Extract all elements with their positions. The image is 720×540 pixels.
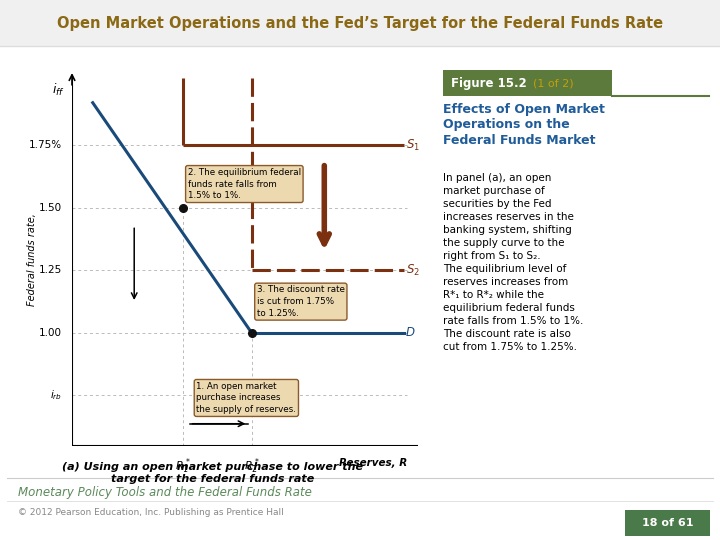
Text: Effects of Open Market
Operations on the
Federal Funds Market: Effects of Open Market Operations on the… <box>443 103 605 146</box>
Text: $S_2$: $S_2$ <box>405 263 419 278</box>
Text: $S_1$: $S_1$ <box>405 138 420 153</box>
Text: In panel (a), an open
market purchase of
securities by the Fed
increases reserve: In panel (a), an open market purchase of… <box>443 173 583 352</box>
Text: $i_{rb}$: $i_{rb}$ <box>50 389 62 402</box>
Text: Monetary Policy Tools and the Federal Funds Rate: Monetary Policy Tools and the Federal Fu… <box>18 486 312 499</box>
Text: 1.75%: 1.75% <box>29 140 62 150</box>
Text: (a) Using an open market purchase to lower the
target for the federal funds rate: (a) Using an open market purchase to low… <box>62 462 363 484</box>
Text: 18 of 61: 18 of 61 <box>642 518 693 528</box>
Text: 2. The equilibrium federal
funds rate falls from
1.5% to 1%.: 2. The equilibrium federal funds rate fa… <box>188 168 301 200</box>
Text: $i_{ff}$: $i_{ff}$ <box>52 82 65 98</box>
Text: 1. An open market
purchase increases
the supply of reserves.: 1. An open market purchase increases the… <box>197 382 297 414</box>
Text: Federal funds rate,: Federal funds rate, <box>27 210 37 306</box>
Text: Open Market Operations and the Fed’s Target for the Federal Funds Rate: Open Market Operations and the Fed’s Tar… <box>57 16 663 31</box>
Text: © 2012 Pearson Education, Inc. Publishing as Prentice Hall: © 2012 Pearson Education, Inc. Publishin… <box>18 508 284 517</box>
Text: 1.25: 1.25 <box>38 265 62 275</box>
Text: 1.00: 1.00 <box>39 328 62 338</box>
Text: Reserves, R: Reserves, R <box>339 458 408 468</box>
Text: 3. The discount rate
is cut from 1.75%
to 1.25%.: 3. The discount rate is cut from 1.75% t… <box>257 285 345 318</box>
Text: $R^*_2$: $R^*_2$ <box>244 457 259 476</box>
Text: $R^*_1$: $R^*_1$ <box>175 457 190 476</box>
Text: (1 of 2): (1 of 2) <box>533 78 573 88</box>
Text: D: D <box>405 326 415 340</box>
Text: Figure 15.2: Figure 15.2 <box>451 77 531 90</box>
Text: 1.50: 1.50 <box>38 203 62 213</box>
